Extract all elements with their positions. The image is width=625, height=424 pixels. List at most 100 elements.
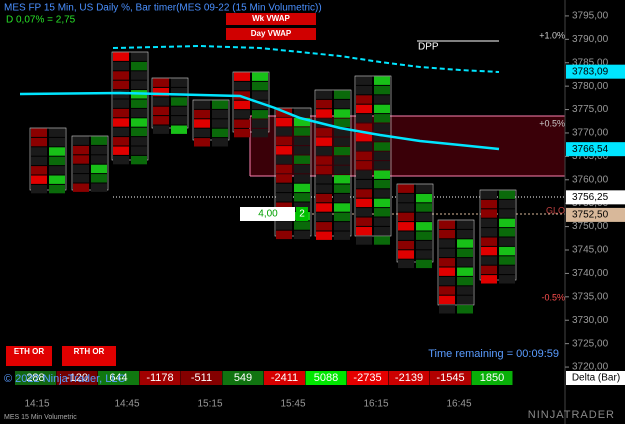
cell: [49, 156, 65, 166]
cell: [49, 147, 65, 156]
time-axis: 14:15 14:45 15:15 15:45 16:15 16:45: [24, 399, 471, 410]
tick-label: 3760,00: [572, 174, 609, 185]
cell: [457, 239, 473, 248]
cell: [91, 145, 107, 155]
price-axis: 3795,00 3790,00 3785,00 3780,00 3775,00 3770,…: [565, 11, 625, 373]
cell: [113, 155, 129, 165]
cell: [481, 199, 497, 209]
cell: [481, 265, 497, 275]
cell: [113, 99, 129, 108]
copyright: © 2022 NinjaTrader, LLC: [4, 373, 125, 385]
cell: [374, 217, 390, 226]
footprint-bar: [354, 75, 392, 237]
cell: [49, 128, 65, 137]
cell: [374, 95, 390, 104]
delta-value: -1545: [436, 372, 464, 384]
cell: [194, 128, 210, 138]
delta-value: -511: [191, 372, 212, 384]
cell: [316, 109, 332, 118]
price-tag: [566, 190, 625, 205]
time-label: 15:15: [197, 399, 222, 410]
cell: [252, 72, 268, 81]
cell: [499, 256, 515, 265]
cell: [374, 161, 390, 170]
delta-cell: [430, 371, 471, 385]
cell: [374, 85, 390, 95]
cell: [374, 179, 390, 189]
cell: [234, 128, 250, 138]
cell: [356, 217, 372, 226]
cell: [153, 106, 169, 116]
cell: [457, 286, 473, 295]
tick-label: 3720,00: [572, 362, 609, 373]
price-tag-label: 3752,50: [572, 210, 609, 221]
plus1: +1.0%: [539, 30, 565, 40]
price-tag: [566, 142, 625, 157]
eth-or-box: [6, 346, 52, 366]
footprint-bar: [314, 89, 352, 237]
footer: MES 15 Min Volumetric: [4, 414, 77, 421]
cell: [212, 109, 228, 119]
title: MES FP 15 Min, US Daily %, Bar timer(MES…: [4, 3, 322, 14]
day-vwap-line: [19, 91, 500, 151]
cell: [113, 137, 129, 146]
cell: [334, 146, 350, 156]
tick-label: 3750,00: [572, 221, 609, 232]
cell: [334, 156, 350, 165]
delta-value: -1178: [146, 372, 173, 384]
cell: [194, 100, 210, 109]
delta-cell: [264, 371, 305, 385]
day-vwap-box: [226, 28, 316, 40]
rth-or-box: [62, 346, 116, 366]
cell: [31, 156, 47, 166]
cell: [398, 193, 414, 203]
cell: [131, 71, 147, 80]
cell: [194, 109, 210, 119]
cell: [49, 175, 65, 184]
delta-value: 5088: [314, 372, 338, 384]
delta-cell: [222, 371, 264, 385]
cell: [374, 170, 390, 179]
cell: [153, 116, 169, 125]
cell: [499, 228, 515, 237]
cell: [73, 164, 89, 174]
cell: [374, 142, 390, 151]
footprint-bar: [29, 127, 67, 191]
cell: [356, 104, 372, 114]
tick-label: 3775,00: [572, 104, 609, 115]
delta-value: -2735: [353, 372, 381, 384]
footprint-bar: [151, 77, 189, 129]
cell: [294, 202, 310, 211]
cell: [356, 179, 372, 189]
tick-label: 3790,00: [572, 34, 609, 45]
wk-vwap: Wk VWAP: [252, 14, 290, 23]
cell: [212, 138, 228, 147]
cell: [316, 222, 332, 231]
cell: [416, 222, 432, 231]
eth-or: ETH OR: [14, 347, 44, 356]
footprint-bar: [192, 99, 230, 141]
cell: [294, 164, 310, 174]
cell: [374, 151, 390, 161]
cell: [499, 265, 515, 275]
cell: [234, 119, 250, 128]
cell: [398, 250, 414, 259]
footprint-bar: [479, 189, 517, 281]
footprint-bar: [111, 51, 149, 161]
cell: [73, 183, 89, 192]
cell: [91, 164, 107, 174]
cell: [374, 114, 390, 123]
cell: [171, 87, 187, 97]
delta-row: 288 -120 644 -1178 -511 549 -2411 5088 -2735 -213…: [15, 371, 513, 385]
cell: [316, 193, 332, 203]
cell: [294, 221, 310, 230]
wk-vwap-box: [226, 13, 316, 25]
cell: [276, 117, 292, 127]
delta-cell: [388, 371, 430, 385]
cell: [439, 305, 455, 314]
cell: [113, 80, 129, 90]
delta-cell: [181, 371, 222, 385]
cell: [294, 193, 310, 202]
rth-or: RTH OR: [74, 347, 105, 356]
footprint: [29, 51, 517, 314]
